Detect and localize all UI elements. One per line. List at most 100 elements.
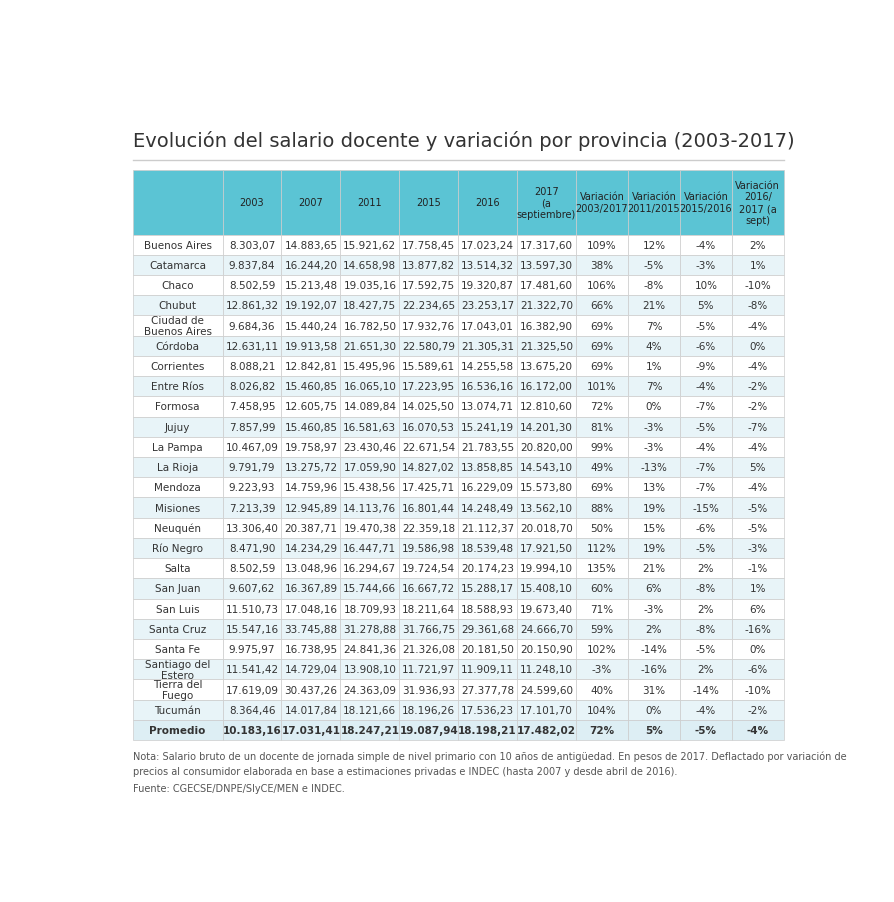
- Bar: [576, 599, 628, 619]
- Text: -9%: -9%: [696, 362, 716, 372]
- Bar: [282, 336, 341, 356]
- Text: 11.541,42: 11.541,42: [225, 665, 279, 675]
- Bar: [132, 377, 223, 397]
- Bar: [282, 478, 341, 498]
- Text: 10.183,16: 10.183,16: [223, 725, 282, 735]
- Text: -4%: -4%: [747, 321, 768, 331]
- Text: -3%: -3%: [644, 604, 664, 614]
- Bar: [341, 235, 400, 255]
- Text: -4%: -4%: [696, 442, 716, 453]
- Bar: [458, 720, 517, 741]
- Text: 17.536,23: 17.536,23: [461, 705, 514, 715]
- Bar: [458, 457, 517, 478]
- Text: 13.048,96: 13.048,96: [284, 564, 337, 574]
- Text: 9.684,36: 9.684,36: [229, 321, 275, 331]
- Text: 12.945,89: 12.945,89: [284, 503, 338, 513]
- Text: San Luis: San Luis: [156, 604, 199, 614]
- Text: 16.367,89: 16.367,89: [284, 584, 338, 594]
- Text: 15.438,56: 15.438,56: [343, 483, 396, 492]
- Bar: [679, 680, 732, 700]
- Bar: [679, 720, 732, 741]
- Text: 16.801,44: 16.801,44: [402, 503, 455, 513]
- Text: 5%: 5%: [749, 463, 766, 473]
- Text: 49%: 49%: [590, 463, 613, 473]
- Bar: [282, 659, 341, 680]
- Bar: [732, 377, 784, 397]
- Text: 14.658,98: 14.658,98: [343, 261, 396, 271]
- Text: 88%: 88%: [590, 503, 613, 513]
- Text: 19.724,54: 19.724,54: [402, 564, 455, 574]
- Text: Nota: Salario bruto de un docente de jornada simple de nivel primario con 10 año: Nota: Salario bruto de un docente de jor…: [132, 750, 846, 761]
- Text: 12.842,81: 12.842,81: [284, 362, 338, 372]
- Bar: [341, 478, 400, 498]
- Bar: [576, 680, 628, 700]
- Bar: [517, 700, 576, 720]
- Bar: [628, 558, 679, 579]
- Bar: [282, 417, 341, 437]
- Bar: [282, 538, 341, 558]
- Bar: [341, 700, 400, 720]
- Text: 17.031,41: 17.031,41: [282, 725, 341, 735]
- Text: Formosa: Formosa: [156, 402, 200, 412]
- Bar: [628, 518, 679, 538]
- Bar: [341, 296, 400, 316]
- Text: 30.437,26: 30.437,26: [284, 685, 337, 695]
- Bar: [132, 518, 223, 538]
- Bar: [679, 640, 732, 659]
- Text: 17.482,02: 17.482,02: [517, 725, 576, 735]
- Text: 18.198,21: 18.198,21: [459, 725, 517, 735]
- Text: 14.017,84: 14.017,84: [284, 705, 337, 715]
- Text: 22.359,18: 22.359,18: [402, 523, 455, 533]
- Text: 12.631,11: 12.631,11: [225, 342, 279, 352]
- Bar: [458, 680, 517, 700]
- Text: 11.909,11: 11.909,11: [461, 665, 514, 675]
- Bar: [679, 599, 732, 619]
- Bar: [517, 498, 576, 518]
- Text: -4%: -4%: [696, 705, 716, 715]
- Text: 2011: 2011: [358, 198, 382, 208]
- Bar: [517, 619, 576, 640]
- Text: Río Negro: Río Negro: [152, 543, 203, 554]
- Text: 17.592,75: 17.592,75: [402, 281, 455, 290]
- Bar: [576, 558, 628, 579]
- Text: 15.213,48: 15.213,48: [284, 281, 338, 290]
- Bar: [517, 276, 576, 296]
- Text: 29.361,68: 29.361,68: [461, 624, 514, 634]
- Text: 8.502,59: 8.502,59: [229, 281, 275, 290]
- Text: 18.588,93: 18.588,93: [461, 604, 514, 614]
- Text: 14.827,02: 14.827,02: [402, 463, 455, 473]
- Bar: [517, 680, 576, 700]
- Text: -4%: -4%: [746, 725, 769, 735]
- Bar: [223, 296, 282, 316]
- Text: -4%: -4%: [747, 362, 768, 372]
- Text: 19.913,58: 19.913,58: [284, 342, 338, 352]
- Bar: [679, 296, 732, 316]
- Bar: [458, 640, 517, 659]
- Text: 13.908,10: 13.908,10: [343, 665, 396, 675]
- Bar: [458, 558, 517, 579]
- Text: -1%: -1%: [747, 564, 768, 574]
- Bar: [341, 498, 400, 518]
- Text: 2017
(a
septiembre): 2017 (a septiembre): [517, 187, 576, 219]
- Bar: [132, 276, 223, 296]
- Bar: [458, 170, 517, 235]
- Bar: [458, 417, 517, 437]
- Bar: [341, 255, 400, 276]
- Text: 1%: 1%: [749, 261, 766, 271]
- Bar: [400, 599, 458, 619]
- Bar: [341, 457, 400, 478]
- Bar: [517, 437, 576, 457]
- Text: Evolución del salario docente y variación por provincia (2003-2017): Evolución del salario docente y variació…: [132, 131, 794, 151]
- Bar: [341, 377, 400, 397]
- Bar: [628, 720, 679, 741]
- Bar: [732, 720, 784, 741]
- Bar: [400, 397, 458, 417]
- Text: -15%: -15%: [693, 503, 720, 513]
- Text: 11.510,73: 11.510,73: [225, 604, 279, 614]
- Bar: [628, 700, 679, 720]
- Bar: [679, 276, 732, 296]
- Bar: [341, 680, 400, 700]
- Text: -10%: -10%: [745, 281, 772, 290]
- Text: 6%: 6%: [749, 604, 766, 614]
- Text: 14.248,49: 14.248,49: [461, 503, 514, 513]
